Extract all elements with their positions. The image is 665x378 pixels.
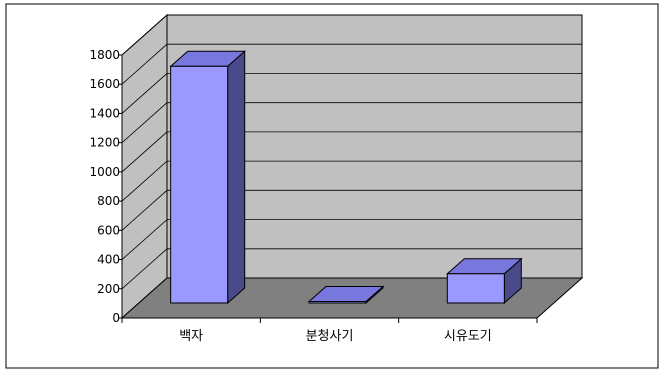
y-tick-label: 0 [112,311,120,325]
y-tick-label: 400 [97,253,120,267]
side-wall [121,13,168,320]
x-category-label: 백자 [179,329,203,344]
gridline [121,14,582,56]
gridline [121,43,582,85]
y-tick-label: 1600 [89,77,120,91]
gridline [121,73,582,114]
bar-front [446,273,505,304]
bar-3 [445,257,523,305]
y-tick-label: 1400 [89,106,120,120]
y-tick-label: 1800 [89,48,120,62]
bar-front [308,301,367,304]
x-category-label: 분청사기 [306,329,354,344]
y-tick-labels: 0 200 400 600 800 1000 1200 1400 1600 1800 [89,48,120,325]
gridline [121,248,582,290]
x-category-label: 시유도기 [444,329,492,344]
gridline [121,219,582,260]
bar-side [227,50,246,305]
y-tick-label: 800 [97,194,120,208]
y-tick-label: 1000 [89,165,120,179]
gridline [121,131,582,173]
axes [118,54,538,323]
y-tick-label: 1200 [89,136,120,150]
bars [169,50,523,305]
x-category-labels: 백자 분청사기 시유도기 [179,329,492,344]
y-tick-label: 200 [97,282,120,296]
bar-front [170,65,229,304]
gridline [121,160,582,202]
gridlines [121,14,582,290]
gridline [121,189,582,231]
gridline [121,102,582,143]
bar-1 [169,50,247,305]
y-tick-label: 600 [97,223,120,237]
bar-2 [307,285,385,305]
